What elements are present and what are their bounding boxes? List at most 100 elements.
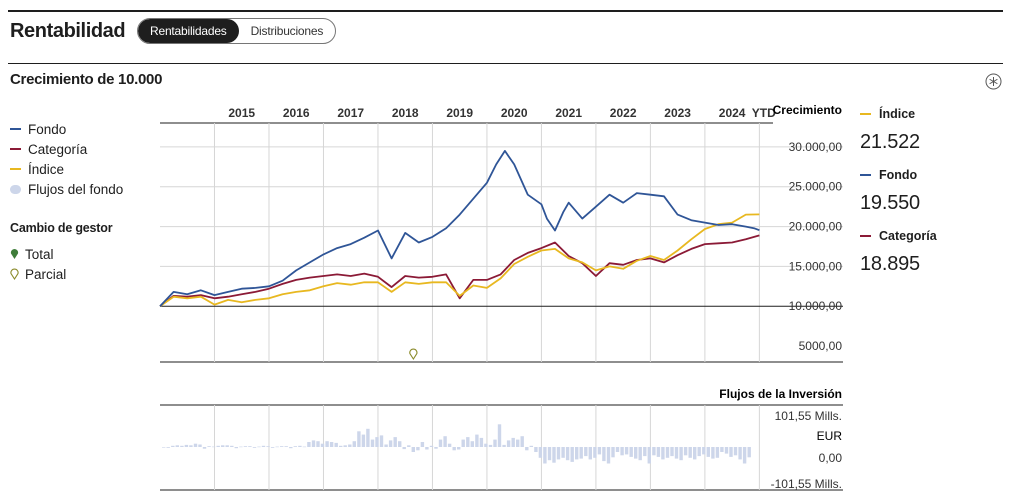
flow-bar xyxy=(647,447,651,464)
flow-bar xyxy=(384,444,388,447)
flow-bar xyxy=(216,445,220,447)
x-tick-label: YTD xyxy=(752,106,776,120)
flow-bar xyxy=(738,447,742,460)
flow-bar xyxy=(261,445,266,447)
x-tick-label: 2024 xyxy=(719,106,746,120)
flow-bar xyxy=(479,437,484,447)
flow-bar xyxy=(543,447,547,464)
flow-bar xyxy=(643,447,647,457)
flow-bar xyxy=(516,439,520,447)
flow-bar xyxy=(561,447,565,458)
flow-bar xyxy=(534,447,538,452)
flow-bar xyxy=(411,447,415,452)
flow-bar xyxy=(234,447,238,449)
flow-bar xyxy=(706,447,710,457)
flow-bar xyxy=(570,447,574,462)
flow-bar xyxy=(624,447,629,455)
legend-label: Fondo xyxy=(28,121,67,137)
indice-line-icon xyxy=(10,168,21,170)
flow-bar xyxy=(579,447,583,459)
flow-bar xyxy=(656,447,661,457)
x-tick-label: 2023 xyxy=(664,106,691,120)
flow-bar xyxy=(348,444,352,447)
flow-bar xyxy=(320,443,325,447)
flow-bar xyxy=(184,444,189,447)
flow-bar xyxy=(211,446,216,448)
flow-bar xyxy=(724,447,729,454)
flow-bar xyxy=(711,447,715,459)
x-tick-label: 2017 xyxy=(337,106,364,120)
flow-bar xyxy=(575,447,579,460)
flow-bar xyxy=(407,445,411,447)
flows-y-tick-label: -101,55 Mills. xyxy=(771,477,842,491)
result-indice-label: Índice xyxy=(860,107,915,121)
flow-bar xyxy=(388,440,393,447)
flow-bar xyxy=(402,447,406,450)
flow-bar xyxy=(475,434,479,447)
flow-bar xyxy=(180,445,184,447)
flow-bar xyxy=(366,428,370,447)
x-tick-label: 2019 xyxy=(446,106,473,120)
flow-bar xyxy=(720,447,724,452)
flow-bar xyxy=(171,445,175,447)
manager-parcial-label: Parcial xyxy=(25,266,67,282)
flow-bar xyxy=(379,435,384,447)
x-tick-label: 2015 xyxy=(228,106,255,120)
flow-bar xyxy=(375,437,379,447)
flow-bar xyxy=(688,447,692,458)
flow-bar xyxy=(243,446,248,447)
categoria-line-icon xyxy=(860,235,871,237)
flow-bar xyxy=(470,441,474,447)
flow-bar xyxy=(230,445,234,447)
x-tick-label: 2022 xyxy=(610,106,637,120)
legend-item-fondo[interactable]: Fondo xyxy=(10,119,123,139)
fondo-line-icon xyxy=(860,174,871,176)
tab-distribuciones[interactable]: Distribuciones xyxy=(250,24,324,38)
flow-bar xyxy=(584,447,588,457)
y-tick-label: 15.000,00 xyxy=(789,259,843,273)
flow-bar xyxy=(497,424,502,447)
flow-bar xyxy=(733,447,738,456)
flow-bar xyxy=(270,447,275,448)
flows-y-tick-label: 0,00 xyxy=(819,451,843,465)
flow-bar xyxy=(225,445,229,447)
flow-bar xyxy=(593,447,597,458)
flow-bar xyxy=(248,446,252,447)
flow-bar xyxy=(447,443,452,447)
legend-item-flujos[interactable]: Flujos del fondo xyxy=(10,179,123,199)
legend-item-indice[interactable]: Índice xyxy=(10,159,123,179)
flow-bar xyxy=(416,447,420,451)
flow-bar xyxy=(166,447,170,448)
manager-total-item: Total xyxy=(10,244,66,264)
flow-bar xyxy=(352,441,356,447)
series-line-categoria xyxy=(159,234,760,307)
flow-bar xyxy=(697,447,701,457)
settings-icon[interactable] xyxy=(985,73,1002,90)
tab-rentabilidades[interactable]: Rentabilidades xyxy=(138,19,239,43)
section-title: Crecimiento de 10.000 xyxy=(10,71,163,88)
legend-item-categoria[interactable]: Categoría xyxy=(10,139,123,159)
flow-bar xyxy=(275,446,279,448)
result-indice-value: 21.522 xyxy=(860,131,920,153)
y-tick-label: 5000,00 xyxy=(799,339,843,353)
page-title: Rentabilidad xyxy=(10,20,126,42)
flow-bar xyxy=(638,447,642,461)
y-tick-label: 10.000,00 xyxy=(789,299,843,313)
flows-title: Flujos de la Inversión xyxy=(719,387,842,401)
flow-bar xyxy=(316,441,320,447)
filled-marker-icon xyxy=(10,249,19,259)
flow-bar xyxy=(602,447,606,462)
fondo-line-icon xyxy=(10,128,21,130)
series-line-indice xyxy=(159,213,760,307)
manager-parcial-item: Parcial xyxy=(10,264,66,284)
flow-bar xyxy=(742,447,747,464)
flow-bar xyxy=(398,441,402,447)
x-tick-label: 2021 xyxy=(555,106,582,120)
x-tick-label: 2020 xyxy=(501,106,528,120)
flow-bar xyxy=(193,443,198,447)
flow-bar xyxy=(670,447,674,457)
flow-bar xyxy=(266,446,270,447)
hollow-marker-icon xyxy=(10,268,19,280)
flow-bar xyxy=(207,446,211,447)
